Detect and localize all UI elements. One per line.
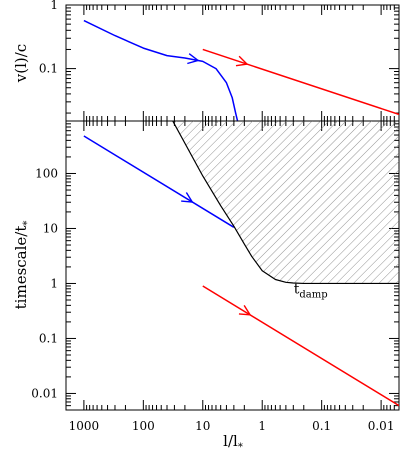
bottom-y-axis-title-main: timescale/t bbox=[12, 226, 30, 310]
top-y-tick-labels: 10.1 bbox=[39, 0, 58, 76]
bottom-x-axis-title-sub: * bbox=[238, 442, 243, 453]
top-y-axis-title-main: v(l)/c bbox=[12, 44, 30, 83]
top-panel-frame bbox=[65, 4, 400, 122]
tdamp-annotation: tdamp bbox=[294, 282, 328, 301]
bottom-y-tick-labels: 100 10 1 0.1 0.01 bbox=[31, 166, 58, 400]
bottom-x-axis-title-main: l/l bbox=[223, 432, 238, 450]
x-tick-label: 0.01 bbox=[368, 419, 395, 433]
x-tick-label: 1 bbox=[258, 419, 266, 433]
bottom-plot-area bbox=[83, 121, 399, 407]
top-y-ticks bbox=[66, 4, 399, 114]
x-tick-label: 10 bbox=[195, 419, 210, 433]
series-line bbox=[202, 48, 399, 116]
top-y-axis-title: v(l)/c bbox=[12, 44, 30, 83]
series-line bbox=[83, 19, 239, 121]
bottom-y-axis-title: timescale/t* bbox=[12, 221, 33, 310]
x-tick-label: 1000 bbox=[69, 419, 100, 433]
bottom-y-axis-title-sub: * bbox=[22, 221, 33, 226]
top-plot-area bbox=[83, 19, 399, 121]
x-tick-label: 100 bbox=[132, 419, 155, 433]
tdamp-annotation-sub: damp bbox=[299, 290, 327, 301]
top-panel: 10.1 v(l)/c bbox=[12, 0, 400, 122]
bottom-panel: 100 10 1 0.1 0.01 1000 100 10 1 0.1 0.01 timescal… bbox=[12, 120, 400, 453]
series-line bbox=[83, 135, 235, 228]
y-tick-label: 100 bbox=[35, 166, 58, 180]
y-tick-label: 1 bbox=[50, 276, 58, 290]
x-tick-label: 0.1 bbox=[312, 419, 331, 433]
y-tick-label: 10 bbox=[43, 221, 58, 235]
y-tick-label: 1 bbox=[50, 0, 58, 12]
direction-arrow bbox=[187, 53, 200, 65]
direction-arrow bbox=[235, 55, 249, 67]
bottom-x-axis-title: l/l* bbox=[223, 432, 243, 453]
series-line bbox=[202, 285, 399, 407]
shaded-region bbox=[172, 121, 399, 284]
y-tick-label: 0.1 bbox=[39, 62, 58, 76]
y-tick-label: 0.01 bbox=[31, 386, 58, 400]
top-x-ticks bbox=[65, 5, 400, 121]
direction-arrow bbox=[181, 192, 194, 203]
y-tick-label: 0.1 bbox=[39, 331, 58, 345]
tdamp-annotation-main: t bbox=[294, 282, 300, 298]
series-line bbox=[172, 121, 399, 285]
bottom-x-tick-labels: 1000 100 10 1 0.1 0.01 bbox=[69, 419, 395, 433]
direction-arrow bbox=[238, 304, 252, 316]
